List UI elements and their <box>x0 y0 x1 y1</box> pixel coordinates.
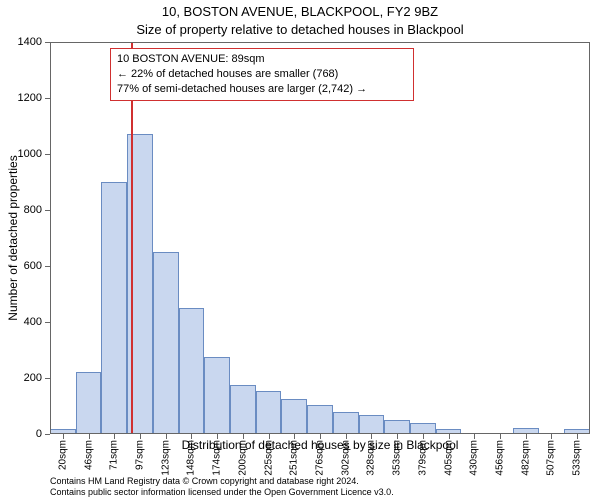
ytick-line <box>45 378 50 379</box>
ytick-line <box>45 210 50 211</box>
footer-line-1: Contains HM Land Registry data © Crown c… <box>50 476 590 487</box>
footer-line-2: Contains public sector information licen… <box>50 487 590 498</box>
ytick-label: 1000 <box>12 148 42 160</box>
chart-root: 10, BOSTON AVENUE, BLACKPOOL, FY2 9BZ Si… <box>0 0 600 500</box>
ytick-line <box>45 434 50 435</box>
ytick-line <box>45 266 50 267</box>
x-axis-label: Distribution of detached houses by size … <box>50 438 590 452</box>
ytick-line <box>45 322 50 323</box>
ytick-label: 600 <box>12 260 42 272</box>
ytick-line <box>45 42 50 43</box>
footer-attribution: Contains HM Land Registry data © Crown c… <box>50 476 590 499</box>
ytick-label: 200 <box>12 372 42 384</box>
ytick-label: 0 <box>12 428 42 440</box>
annotation-line-1: 10 BOSTON AVENUE: 89sqm <box>117 52 407 67</box>
ytick-line <box>45 98 50 99</box>
axes-layer: 020040060080010001200140020sqm46sqm71sqm… <box>50 42 590 434</box>
ytick-line <box>45 154 50 155</box>
annotation-box: 10 BOSTON AVENUE: 89sqm ← 22% of detache… <box>110 48 414 101</box>
ytick-label: 800 <box>12 204 42 216</box>
title-line-2: Size of property relative to detached ho… <box>0 22 600 37</box>
ytick-label: 1200 <box>12 92 42 104</box>
annotation-line-3: 77% of semi-detached houses are larger (… <box>117 82 407 97</box>
plot-container: Number of detached properties 0200400600… <box>50 42 590 434</box>
plot-area: 020040060080010001200140020sqm46sqm71sqm… <box>50 42 590 434</box>
annotation-line-2: ← 22% of detached houses are smaller (76… <box>117 67 407 82</box>
title-line-1: 10, BOSTON AVENUE, BLACKPOOL, FY2 9BZ <box>0 4 600 19</box>
ytick-label: 1400 <box>12 36 42 48</box>
ytick-label: 400 <box>12 316 42 328</box>
